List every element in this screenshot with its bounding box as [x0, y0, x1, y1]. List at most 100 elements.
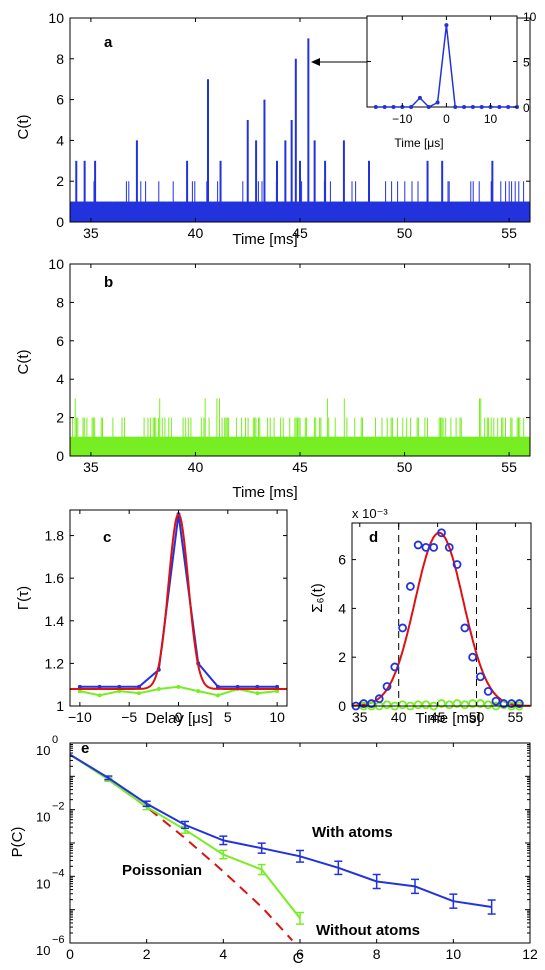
panel-d-point-blue [367, 699, 376, 708]
panel-b-ytick-label: 0 [56, 448, 64, 464]
panel-b-ytick-label: 10 [48, 256, 64, 272]
panel-d-point-green [413, 700, 423, 710]
panel-e-xlabel: C [293, 950, 304, 967]
panel-e-xtick-label: 0 [66, 946, 74, 962]
panel-b-xtick-label: 40 [188, 459, 204, 475]
panel-d-ytick-label: 0 [338, 698, 346, 714]
panel-c: −10 −5 0 5 10 1 1.2 1.4 1.6 1.8 [45, 509, 288, 725]
inset-point [506, 105, 511, 109]
panel-b-ylabel: C(t) [15, 350, 32, 375]
panel-c-ytick-label: 1.6 [45, 570, 65, 586]
panel-c-point [255, 691, 260, 696]
panel-c-point [97, 693, 102, 698]
panel-label-e: e [81, 740, 89, 757]
panel-d-ytick-label: 2 [338, 649, 346, 665]
panel-c-xlabel: Delay [μs] [146, 710, 213, 727]
panel-c-point [117, 689, 122, 694]
panel-a-ytick-label: 10 [48, 10, 64, 26]
panel-b-ytick-label: 2 [56, 410, 64, 426]
panel-d-point-green [398, 700, 407, 710]
panel-c-xtick-label: 0 [175, 709, 183, 725]
panel-c-point [156, 686, 161, 691]
panel-d-point-blue [405, 582, 415, 591]
panel-a-xtick-label: 35 [83, 225, 99, 241]
inset-point [444, 23, 449, 28]
panel-d-xtick-label: 40 [391, 709, 407, 725]
panel-label-b: b [104, 274, 113, 291]
panel-e-ytick-exponent: −6 [52, 934, 65, 946]
panel-c-ytick-label: 1.8 [45, 528, 65, 544]
panel-b: 35 40 45 50 55 0 2 4 6 8 10 [48, 256, 531, 475]
panel-d-point-green [460, 700, 470, 710]
panel-c-point [215, 693, 220, 698]
inset-point [409, 105, 414, 109]
panel-d-point-blue [390, 662, 400, 672]
inset-point [391, 105, 396, 109]
panel-b-xlabel: Time [ms] [232, 484, 297, 501]
panel-c-xtick-label: −5 [121, 709, 137, 725]
panel-c-xtick-label: 5 [224, 709, 232, 725]
panel-d-point-green [483, 700, 493, 710]
panel-d-point-green [452, 699, 462, 708]
panel-c-point [255, 684, 260, 689]
panel-label-d: d [369, 529, 378, 546]
inset-point [426, 105, 431, 109]
panel-d-point-green [382, 700, 392, 710]
panel-c-point [275, 689, 280, 694]
panel-b-xtick-label: 35 [83, 459, 99, 475]
inset-xtick-label: 0 [443, 112, 450, 126]
panel-e-xtick-label: 4 [219, 946, 227, 962]
panel-d-point-blue [468, 652, 478, 662]
inset-point [497, 105, 502, 109]
inset-point [435, 100, 440, 105]
panel-a-xtick-label: 55 [501, 225, 517, 241]
panel-label-c: c [103, 529, 111, 546]
panel-c-ylabel: Γ(τ) [15, 586, 32, 610]
panel-d-ytick-label: 4 [338, 600, 346, 616]
panel-d-point-blue [483, 686, 493, 696]
inset-point [453, 105, 458, 109]
panel-e-ytick-label: 10 [36, 810, 50, 825]
panel-d-point-blue [398, 623, 407, 633]
panel-d-point-green [444, 700, 454, 710]
panel-a-ylabel: C(t) [15, 115, 32, 140]
panel-a-ytick-label: 6 [56, 92, 64, 108]
panel-d-point-blue [452, 560, 462, 569]
inset-point [462, 105, 467, 109]
panel-d-xtick-label: 35 [352, 709, 368, 725]
panel-c-point [137, 691, 142, 696]
panel-b-ytick-label: 8 [56, 294, 64, 310]
panel-d-xtick-label: 45 [430, 709, 446, 725]
panel-c-xtick-label: −10 [68, 709, 92, 725]
panel-e-ytick-label: 10 [36, 743, 50, 758]
panel-d-point-green [421, 700, 431, 710]
panel-e-poissonian-line [107, 778, 294, 942]
panel-d-xlabel: Time [ms] [415, 710, 480, 727]
panel-e-ylabel: P(C) [9, 827, 26, 858]
inset-xtick-label: 10 [484, 112, 498, 126]
panel-c-xtick-label: 10 [269, 709, 285, 725]
panel-a-ytick-label: 4 [56, 132, 64, 148]
panel-e-ytick-label: 10 [36, 876, 50, 891]
panel-a-ytick-label: 2 [56, 173, 64, 189]
panel-a-ytick-label: 8 [56, 51, 64, 67]
panel-a: 35 40 45 50 55 0 2 4 6 8 10 −10 0 10 0 5 10 [48, 10, 536, 241]
panel-d-ylabel: Σ₆(t) [309, 583, 326, 612]
legend-with-atoms: With atoms [312, 824, 393, 841]
inset-point [470, 105, 475, 109]
panel-c-point [117, 684, 122, 689]
panel-a-xlabel: Time [ms] [232, 231, 297, 248]
panel-e-xtick-label: 10 [446, 946, 462, 962]
panel-c-fit [70, 513, 287, 690]
inset-arrow-head [311, 58, 320, 66]
panel-c-point [77, 684, 82, 689]
panel-e-ytick-label: 10 [36, 943, 50, 958]
panel-a-xtick-label: 45 [292, 225, 308, 241]
panel-a-xtick-label: 40 [188, 225, 204, 241]
panel-d-point-blue [491, 696, 501, 706]
panel-a-xtick-label: 50 [397, 225, 413, 241]
panel-c-point [137, 684, 142, 689]
inset-point [417, 95, 422, 100]
panel-d-xtick-label: 50 [469, 709, 485, 725]
